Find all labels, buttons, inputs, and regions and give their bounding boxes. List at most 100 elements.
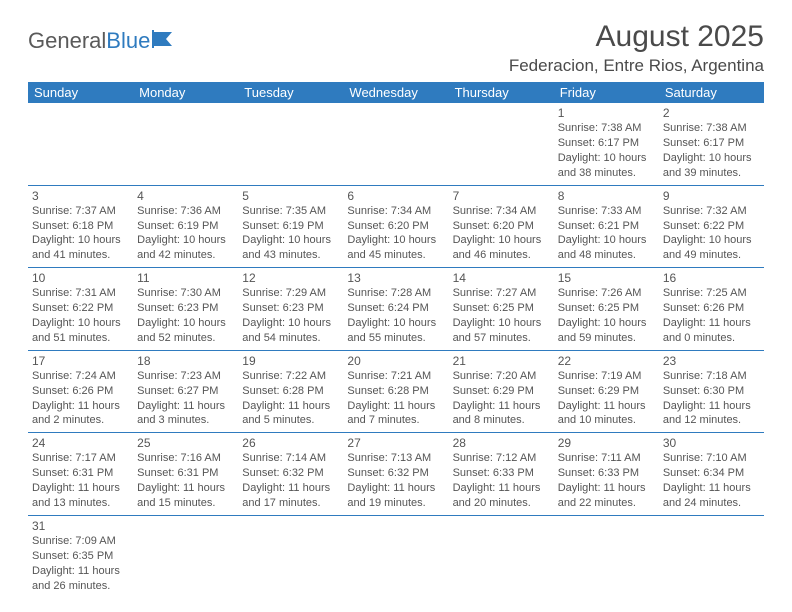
day-number: 2	[663, 105, 760, 121]
daylight-line-1: Daylight: 10 hours	[32, 316, 129, 331]
daylight-line-1: Daylight: 11 hours	[32, 564, 129, 579]
calendar-empty-cell	[133, 103, 238, 185]
calendar-day-cell: 21Sunrise: 7:20 AMSunset: 6:29 PMDayligh…	[449, 350, 554, 433]
day-number: 26	[242, 435, 339, 451]
sunset-line: Sunset: 6:32 PM	[242, 466, 339, 481]
day-number: 15	[558, 270, 655, 286]
day-number: 6	[347, 188, 444, 204]
sunrise-line: Sunrise: 7:23 AM	[137, 369, 234, 384]
sunrise-line: Sunrise: 7:16 AM	[137, 451, 234, 466]
sunrise-line: Sunrise: 7:18 AM	[663, 369, 760, 384]
sunset-line: Sunset: 6:19 PM	[242, 219, 339, 234]
day-number: 21	[453, 353, 550, 369]
daylight-line-2: and 26 minutes.	[32, 579, 129, 594]
calendar-day-cell: 6Sunrise: 7:34 AMSunset: 6:20 PMDaylight…	[343, 185, 448, 268]
sunset-line: Sunset: 6:20 PM	[347, 219, 444, 234]
sunset-line: Sunset: 6:22 PM	[663, 219, 760, 234]
calendar-empty-cell	[238, 103, 343, 185]
sunrise-line: Sunrise: 7:34 AM	[347, 204, 444, 219]
day-number: 16	[663, 270, 760, 286]
daylight-line-2: and 49 minutes.	[663, 248, 760, 263]
sunset-line: Sunset: 6:23 PM	[242, 301, 339, 316]
sunset-line: Sunset: 6:27 PM	[137, 384, 234, 399]
sunrise-line: Sunrise: 7:21 AM	[347, 369, 444, 384]
calendar-day-cell: 22Sunrise: 7:19 AMSunset: 6:29 PMDayligh…	[554, 350, 659, 433]
calendar-day-cell: 12Sunrise: 7:29 AMSunset: 6:23 PMDayligh…	[238, 268, 343, 351]
day-number: 17	[32, 353, 129, 369]
daylight-line-2: and 48 minutes.	[558, 248, 655, 263]
daylight-line-1: Daylight: 11 hours	[137, 481, 234, 496]
daylight-line-2: and 52 minutes.	[137, 331, 234, 346]
sunrise-line: Sunrise: 7:31 AM	[32, 286, 129, 301]
daylight-line-1: Daylight: 10 hours	[558, 233, 655, 248]
sunset-line: Sunset: 6:23 PM	[137, 301, 234, 316]
daylight-line-2: and 13 minutes.	[32, 496, 129, 511]
sunset-line: Sunset: 6:21 PM	[558, 219, 655, 234]
sunset-line: Sunset: 6:25 PM	[453, 301, 550, 316]
calendar-day-cell: 7Sunrise: 7:34 AMSunset: 6:20 PMDaylight…	[449, 185, 554, 268]
sunrise-line: Sunrise: 7:19 AM	[558, 369, 655, 384]
day-number: 12	[242, 270, 339, 286]
day-number: 20	[347, 353, 444, 369]
calendar-day-cell: 25Sunrise: 7:16 AMSunset: 6:31 PMDayligh…	[133, 433, 238, 516]
day-number: 8	[558, 188, 655, 204]
calendar-body: 1Sunrise: 7:38 AMSunset: 6:17 PMDaylight…	[28, 103, 764, 597]
sunset-line: Sunset: 6:29 PM	[558, 384, 655, 399]
sunrise-line: Sunrise: 7:24 AM	[32, 369, 129, 384]
sunrise-line: Sunrise: 7:11 AM	[558, 451, 655, 466]
calendar-day-cell: 17Sunrise: 7:24 AMSunset: 6:26 PMDayligh…	[28, 350, 133, 433]
sunset-line: Sunset: 6:35 PM	[32, 549, 129, 564]
daylight-line-2: and 17 minutes.	[242, 496, 339, 511]
calendar-day-cell: 28Sunrise: 7:12 AMSunset: 6:33 PMDayligh…	[449, 433, 554, 516]
daylight-line-1: Daylight: 11 hours	[347, 481, 444, 496]
day-number: 7	[453, 188, 550, 204]
day-number: 30	[663, 435, 760, 451]
calendar-head: SundayMondayTuesdayWednesdayThursdayFrid…	[28, 82, 764, 103]
sunset-line: Sunset: 6:28 PM	[347, 384, 444, 399]
calendar-day-cell: 18Sunrise: 7:23 AMSunset: 6:27 PMDayligh…	[133, 350, 238, 433]
calendar-day-cell: 13Sunrise: 7:28 AMSunset: 6:24 PMDayligh…	[343, 268, 448, 351]
calendar-table: SundayMondayTuesdayWednesdayThursdayFrid…	[28, 82, 764, 597]
daylight-line-1: Daylight: 10 hours	[347, 233, 444, 248]
sunrise-line: Sunrise: 7:22 AM	[242, 369, 339, 384]
daylight-line-1: Daylight: 10 hours	[32, 233, 129, 248]
sunset-line: Sunset: 6:17 PM	[558, 136, 655, 151]
sunrise-line: Sunrise: 7:25 AM	[663, 286, 760, 301]
daylight-line-1: Daylight: 10 hours	[453, 233, 550, 248]
sunrise-line: Sunrise: 7:12 AM	[453, 451, 550, 466]
calendar-day-cell: 11Sunrise: 7:30 AMSunset: 6:23 PMDayligh…	[133, 268, 238, 351]
calendar-day-cell: 1Sunrise: 7:38 AMSunset: 6:17 PMDaylight…	[554, 103, 659, 185]
daylight-line-1: Daylight: 10 hours	[663, 151, 760, 166]
daylight-line-2: and 10 minutes.	[558, 413, 655, 428]
daylight-line-2: and 59 minutes.	[558, 331, 655, 346]
sunrise-line: Sunrise: 7:14 AM	[242, 451, 339, 466]
daylight-line-2: and 24 minutes.	[663, 496, 760, 511]
day-number: 5	[242, 188, 339, 204]
calendar-day-cell: 27Sunrise: 7:13 AMSunset: 6:32 PMDayligh…	[343, 433, 448, 516]
calendar-day-cell: 10Sunrise: 7:31 AMSunset: 6:22 PMDayligh…	[28, 268, 133, 351]
day-number: 18	[137, 353, 234, 369]
calendar-empty-cell	[449, 515, 554, 597]
daylight-line-1: Daylight: 10 hours	[137, 316, 234, 331]
calendar-empty-cell	[659, 515, 764, 597]
sunrise-line: Sunrise: 7:35 AM	[242, 204, 339, 219]
calendar-empty-cell	[28, 103, 133, 185]
location: Federacion, Entre Rios, Argentina	[509, 56, 764, 76]
daylight-line-2: and 2 minutes.	[32, 413, 129, 428]
calendar-day-cell: 31Sunrise: 7:09 AMSunset: 6:35 PMDayligh…	[28, 515, 133, 597]
calendar-day-cell: 29Sunrise: 7:11 AMSunset: 6:33 PMDayligh…	[554, 433, 659, 516]
sunrise-line: Sunrise: 7:30 AM	[137, 286, 234, 301]
sunset-line: Sunset: 6:33 PM	[453, 466, 550, 481]
weekday-header: Friday	[554, 82, 659, 103]
day-number: 3	[32, 188, 129, 204]
sunset-line: Sunset: 6:26 PM	[663, 301, 760, 316]
header: GeneralBlue August 2025 Federacion, Entr…	[28, 20, 764, 76]
calendar-day-cell: 16Sunrise: 7:25 AMSunset: 6:26 PMDayligh…	[659, 268, 764, 351]
weekday-header: Monday	[133, 82, 238, 103]
sunrise-line: Sunrise: 7:28 AM	[347, 286, 444, 301]
sunrise-line: Sunrise: 7:38 AM	[663, 121, 760, 136]
sunrise-line: Sunrise: 7:27 AM	[453, 286, 550, 301]
sunrise-line: Sunrise: 7:37 AM	[32, 204, 129, 219]
daylight-line-1: Daylight: 11 hours	[242, 481, 339, 496]
daylight-line-1: Daylight: 10 hours	[453, 316, 550, 331]
